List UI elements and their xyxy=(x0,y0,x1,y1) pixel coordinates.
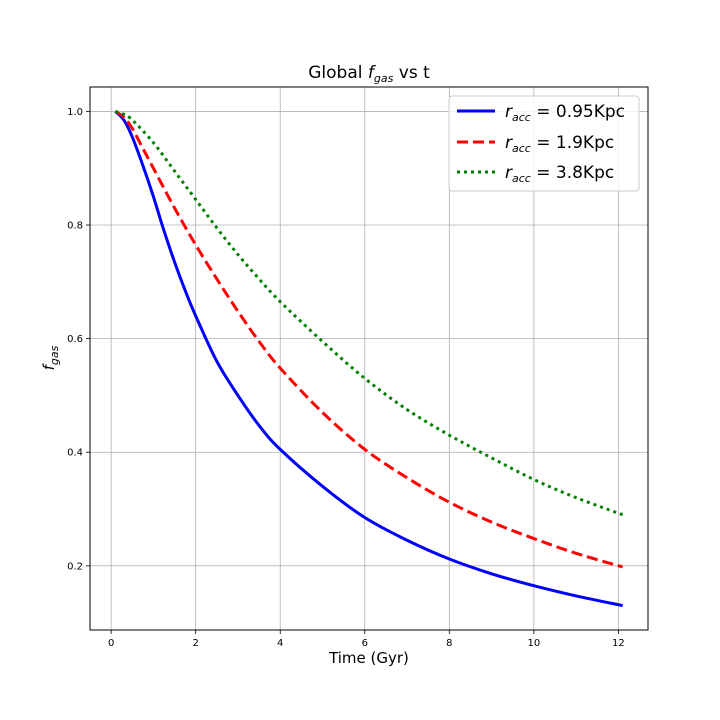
y-axis-label: fgas xyxy=(40,345,61,370)
y-tick-label: 1.0 xyxy=(67,107,83,118)
series-line-1 xyxy=(114,110,623,608)
legend-value: = 1.9Kpc xyxy=(531,133,614,153)
x-tick-label: 2 xyxy=(192,638,198,649)
x-tick-label: 0 xyxy=(108,638,114,649)
axis-ticks: 0 2 4 6 8 10 12 0.2 0.4 0.6 0.8 1.0 xyxy=(67,107,625,649)
legend-symbol: r xyxy=(505,133,513,153)
y-tick-label: 0.8 xyxy=(67,221,83,232)
legend: racc = 0.95Kpc racc = 1.9Kpc racc = 3.8K… xyxy=(448,95,640,192)
x-tick-label: 8 xyxy=(446,638,452,649)
x-tick-label: 10 xyxy=(527,638,540,649)
legend-subscript: acc xyxy=(512,142,531,155)
x-tick-label: 12 xyxy=(612,638,625,649)
y-axis-symbol: f xyxy=(40,362,58,370)
plot-frame xyxy=(89,86,649,631)
x-tick-label: 6 xyxy=(362,638,368,649)
x-tick-label: 4 xyxy=(277,638,283,649)
y-axis-subscript: gas xyxy=(48,345,61,365)
grid xyxy=(90,87,648,630)
legend-label-series-3: racc = 3.8Kpc xyxy=(505,163,614,185)
title-symbol: f xyxy=(368,63,377,83)
plot-lines xyxy=(114,109,624,608)
legend-label-series-2: racc = 1.9Kpc xyxy=(505,133,614,155)
series-line-2 xyxy=(114,110,624,569)
y-tick-label: 0.4 xyxy=(67,448,83,459)
title-subscript: gas xyxy=(374,72,394,85)
legend-symbol: r xyxy=(505,102,513,122)
legend-subscript: acc xyxy=(512,172,531,185)
legend-symbol: r xyxy=(505,163,513,183)
title-prefix: Global xyxy=(308,63,368,83)
title-suffix: vs t xyxy=(393,63,430,83)
legend-value: = 0.95Kpc xyxy=(531,102,625,122)
x-axis-label: Time (Gyr) xyxy=(328,649,409,667)
legend-value: = 3.8Kpc xyxy=(531,163,614,183)
legend-box xyxy=(448,95,640,192)
legend-subscript: acc xyxy=(512,111,531,124)
y-tick-label: 0.2 xyxy=(67,561,83,572)
chart-title: Global fgas vs t xyxy=(308,63,430,85)
y-tick-label: 0.6 xyxy=(67,334,83,345)
legend-label-series-1: racc = 0.95Kpc xyxy=(505,102,625,124)
